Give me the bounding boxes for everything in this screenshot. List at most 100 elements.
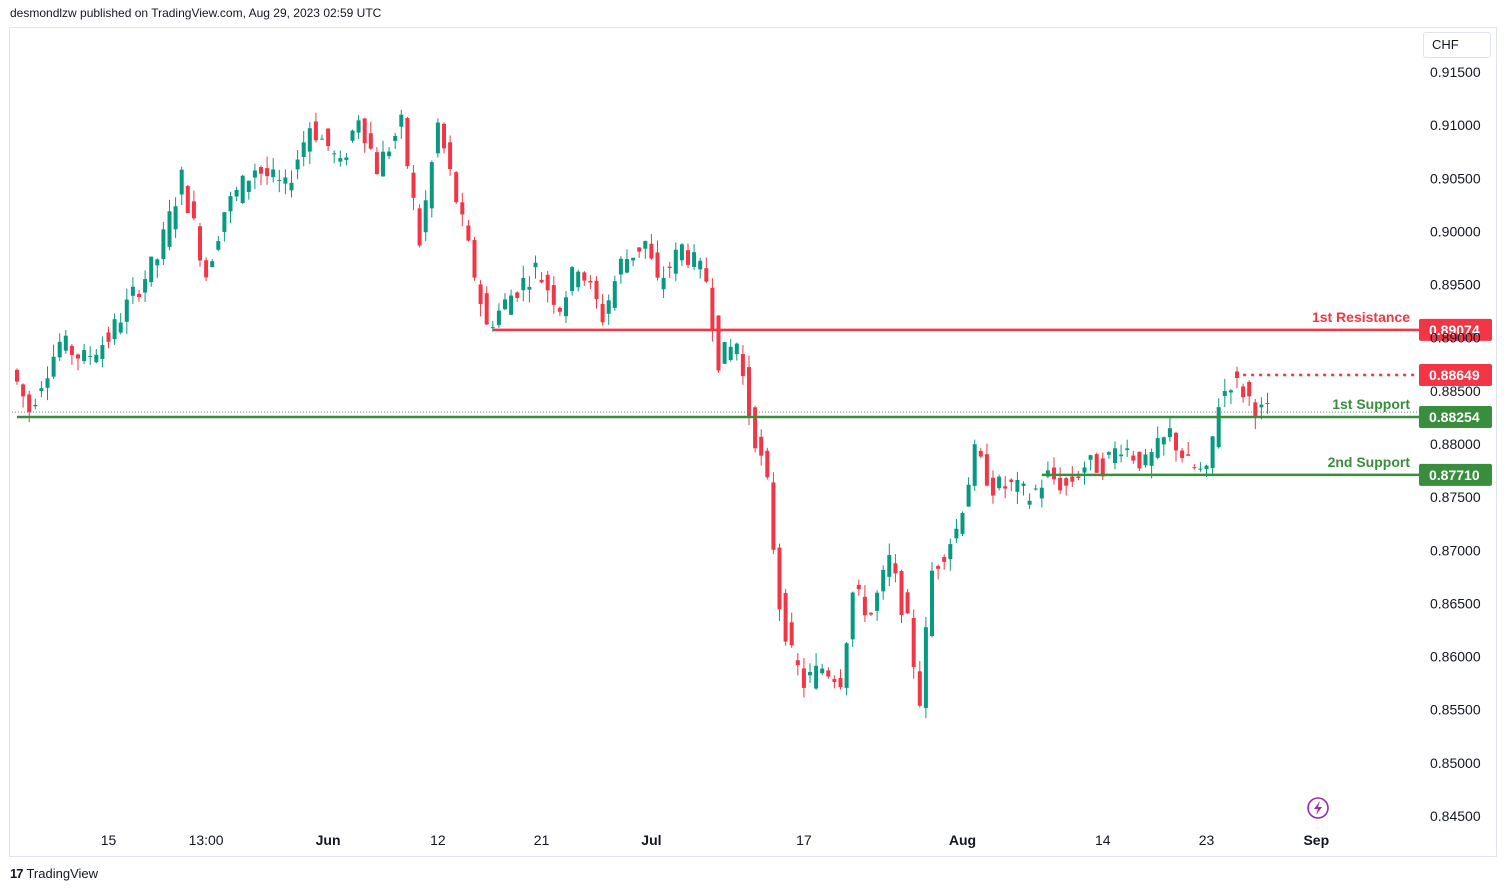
candle (1222, 378, 1227, 408)
candle (936, 564, 941, 580)
level-name-label: 1st Resistance (1312, 309, 1410, 325)
price-badge-label: 0.87710 (1429, 467, 1480, 483)
candle (637, 247, 642, 258)
candle (313, 112, 318, 143)
candle (478, 280, 483, 317)
candle (1094, 452, 1099, 473)
candle (765, 447, 770, 480)
candle (1125, 439, 1130, 457)
price-level[interactable]: 0.88649 (1243, 364, 1492, 387)
candle (1235, 366, 1239, 389)
candle (246, 180, 251, 200)
currency-button[interactable]: CHF (1423, 32, 1491, 58)
candle (435, 118, 440, 158)
candle (271, 158, 276, 183)
price-tick-label: 0.91500 (1430, 64, 1481, 80)
candle (911, 609, 916, 679)
candle (1052, 457, 1056, 485)
candle (795, 653, 800, 676)
price-tick-label: 0.85000 (1430, 755, 1481, 771)
lightning-icon[interactable] (1307, 797, 1329, 819)
candle (564, 291, 568, 323)
time-axis: 15 13:00 Jun 12 21 Jul 17 Aug 14 23 Sep (101, 832, 1329, 848)
tradingview-logo-icon: 17 (10, 866, 24, 881)
candle (228, 191, 233, 224)
candle (368, 121, 373, 151)
candle (338, 150, 343, 167)
candle (771, 472, 776, 555)
candle (832, 675, 837, 689)
price-tick-label: 0.90000 (1430, 223, 1481, 239)
price-level[interactable]: 1st Support 0.88254 (17, 396, 1492, 429)
candle (15, 368, 19, 385)
candle (991, 470, 995, 504)
time-tick-label: Sep (1303, 832, 1329, 848)
candle (88, 346, 93, 365)
price-tick-label: 0.89000 (1430, 330, 1481, 346)
candle (283, 169, 288, 195)
candle (899, 569, 904, 624)
time-tick-label: 12 (430, 832, 446, 848)
price-tick-label: 0.88000 (1430, 436, 1481, 452)
candle (344, 153, 349, 166)
candle (1021, 481, 1026, 496)
candle (978, 448, 983, 459)
candle (893, 554, 898, 583)
candle (997, 474, 1002, 491)
candle (137, 289, 141, 302)
chart-frame[interactable] (9, 27, 1497, 857)
candle (204, 257, 209, 282)
candle (1039, 479, 1044, 508)
candle (295, 149, 300, 180)
brand-name: TradingView (26, 866, 99, 881)
candle (374, 147, 379, 175)
price-level[interactable]: 1st Resistance 0.89074 (492, 309, 1492, 341)
candle (33, 398, 38, 410)
candle (240, 174, 245, 204)
candle (826, 667, 831, 679)
candle (265, 156, 270, 185)
candle (661, 266, 666, 299)
candle (320, 134, 324, 140)
candle (448, 135, 453, 176)
candle (814, 653, 819, 690)
time-tick-label: 14 (1095, 832, 1111, 848)
candle (466, 219, 471, 242)
candle (984, 443, 989, 487)
candle (326, 128, 331, 152)
candle (185, 184, 190, 214)
candle (57, 333, 62, 361)
candle (198, 222, 202, 267)
price-level[interactable]: 2nd Support 0.87710 (1041, 454, 1492, 486)
candle (149, 256, 154, 287)
candle (423, 190, 428, 242)
candle (618, 256, 623, 284)
candle (1113, 441, 1117, 470)
candle (411, 165, 416, 211)
candle (527, 276, 532, 303)
time-tick-label: 15 (101, 832, 117, 848)
candle (1070, 466, 1075, 488)
candle (850, 591, 855, 648)
candle (1210, 435, 1215, 476)
candle (259, 165, 263, 186)
price-tick-label: 0.90500 (1430, 170, 1481, 186)
candle (533, 255, 538, 279)
candle (954, 518, 959, 543)
candle (698, 257, 703, 279)
candle (948, 538, 953, 571)
candle (1015, 471, 1020, 505)
candle (679, 243, 684, 267)
candle (307, 122, 312, 165)
candle (783, 588, 788, 646)
candle (625, 249, 629, 274)
candle (1064, 476, 1069, 496)
candle (1198, 462, 1203, 472)
candle (399, 109, 404, 139)
price-badge-label: 0.88649 (1429, 367, 1480, 383)
candles-layer (15, 109, 1270, 719)
price-badge (1419, 463, 1492, 486)
price-badge (1419, 364, 1492, 387)
candle (722, 341, 727, 365)
